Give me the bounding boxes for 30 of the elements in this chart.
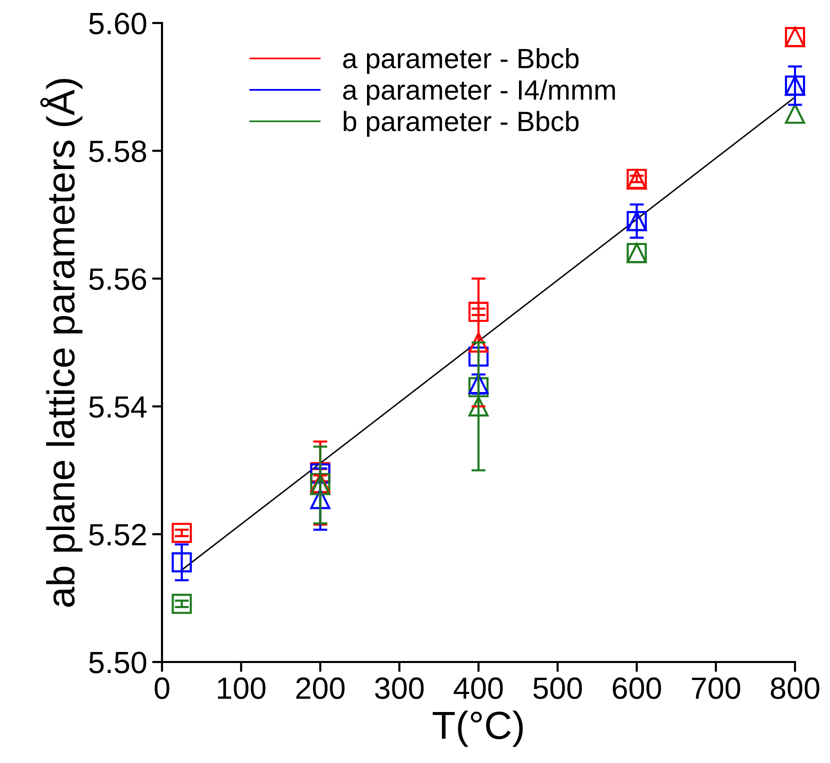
x-tick-label: 300 [375, 677, 424, 700]
legend-label: a parameter - I4/mmm [343, 79, 615, 106]
y-tick-label: 5.60 [89, 12, 146, 34]
y-tick-label: 5.56 [89, 268, 146, 290]
x-axis-title: T(°C) [432, 710, 523, 747]
legend-label: a parameter - Bbcb [343, 48, 579, 74]
point [468, 346, 489, 367]
x-tick-label: 200 [296, 677, 345, 700]
point [468, 377, 489, 398]
x-tick-label: 500 [533, 677, 582, 700]
point [468, 332, 489, 353]
point [172, 552, 192, 572]
y-tick-label: 5.54 [89, 396, 147, 418]
x-tick-label: 100 [218, 677, 266, 700]
point [172, 594, 192, 614]
point [468, 302, 489, 322]
point [172, 522, 192, 543]
y-axis-title: ab plane lattice parameters (Å) [40, 79, 82, 607]
point [468, 396, 489, 416]
x-tick-label: 800 [770, 677, 820, 700]
x-tick-label: 400 [454, 677, 503, 700]
point [310, 488, 330, 510]
y-tick-label: 5.50 [89, 652, 146, 674]
x-tick-label: 0 [154, 677, 170, 700]
x-tick-label: 600 [612, 677, 662, 700]
y-tick-label: 5.58 [89, 140, 146, 162]
y-tick-label: 5.52 [89, 524, 146, 546]
point [784, 104, 806, 124]
legend-label: b parameter - Bbcb [344, 110, 579, 137]
x-tick-label: 700 [692, 677, 740, 700]
